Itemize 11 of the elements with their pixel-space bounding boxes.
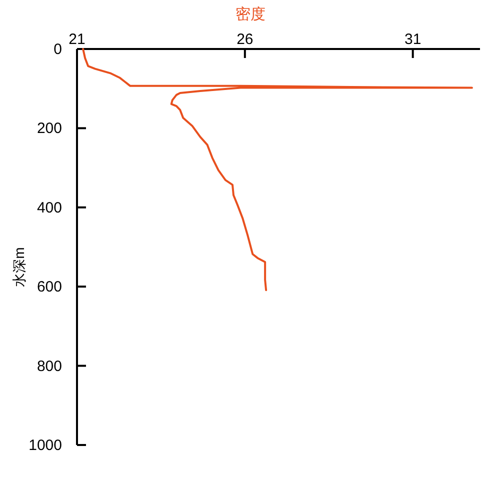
xlabel: 密度 (236, 6, 266, 23)
x-tick: 31 (404, 31, 422, 48)
y-tick: 1000 (28, 437, 62, 454)
x-tick: 21 (68, 31, 86, 48)
ylabel: 水深m (11, 247, 27, 287)
y-tick: 200 (36, 120, 62, 138)
y-tick: 0 (54, 41, 62, 58)
y-tick: 800 (36, 358, 62, 375)
x-tick: 26 (236, 31, 254, 48)
y-tick: 600 (36, 278, 62, 296)
y-tick: 400 (36, 199, 62, 216)
